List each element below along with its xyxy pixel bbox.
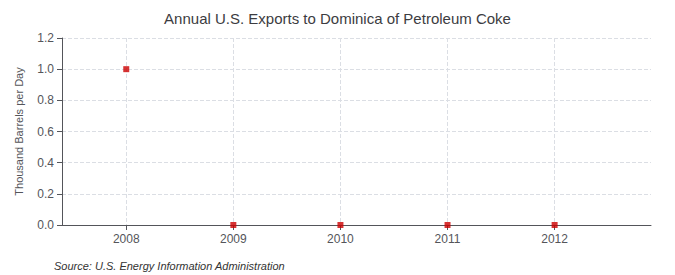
svg-text:2012: 2012: [541, 232, 568, 246]
svg-text:2011: 2011: [435, 232, 461, 246]
svg-text:0.8: 0.8: [37, 93, 54, 107]
svg-text:0.4: 0.4: [37, 156, 54, 170]
svg-text:Source: U.S. Energy Informatio: Source: U.S. Energy Information Administ…: [54, 260, 285, 272]
svg-text:Thousand Barrels per Day: Thousand Barrels per Day: [13, 67, 25, 196]
svg-text:0.6: 0.6: [37, 125, 54, 139]
svg-text:0.2: 0.2: [37, 187, 54, 201]
svg-text:1.0: 1.0: [37, 62, 54, 76]
svg-text:2009: 2009: [220, 232, 247, 246]
svg-text:Annual U.S. Exports to Dominic: Annual U.S. Exports to Dominica of Petro…: [164, 10, 511, 27]
svg-text:2010: 2010: [327, 232, 354, 246]
svg-text:1.2: 1.2: [37, 31, 54, 45]
svg-text:0.0: 0.0: [37, 218, 54, 232]
svg-text:2008: 2008: [113, 232, 140, 246]
